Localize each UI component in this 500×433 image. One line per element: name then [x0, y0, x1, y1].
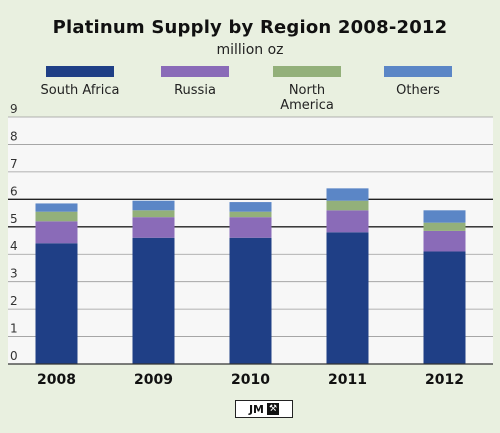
bar-segment-south-africa [35, 243, 78, 364]
legend-swatch-others [384, 66, 452, 77]
y-tick-label: 3 [10, 267, 18, 281]
bar-segment-north-america [326, 200, 369, 211]
bar-segment-others [35, 203, 78, 212]
bar-segment-russia [35, 221, 78, 244]
y-tick-label: 6 [10, 184, 18, 198]
y-tick-label: 7 [10, 157, 18, 171]
bar-segment-russia [132, 217, 175, 238]
bar-segment-south-africa [326, 232, 369, 364]
logo-text: JM [248, 402, 265, 416]
legend-item-others: Others [373, 66, 463, 98]
x-tick-label: 2011 [328, 372, 367, 388]
legend-label-south-africa: South Africa [40, 83, 120, 98]
y-tick-label: 5 [10, 212, 18, 226]
legend-label-north-america: North America [280, 83, 334, 113]
x-tick-label: 2012 [425, 372, 464, 388]
legend-swatch-russia [161, 66, 229, 77]
bar-segment-south-africa [132, 237, 175, 364]
y-tick-label: 1 [10, 322, 18, 336]
chart-title: Platinum Supply by Region 2008-2012 [52, 17, 448, 38]
legend-item-russia: Russia [150, 66, 240, 98]
bar-segment-russia [326, 210, 369, 233]
x-tick-label: 2009 [134, 372, 173, 388]
bar-segment-north-america [35, 211, 78, 222]
legend-label-russia: Russia [174, 83, 216, 98]
bar-segment-north-america [423, 222, 466, 231]
bar-segment-others [423, 210, 466, 223]
y-tick-label: 4 [10, 239, 18, 253]
legend-swatch-north-america [273, 66, 341, 77]
bar-segment-south-africa [423, 251, 466, 364]
bar-segment-others [229, 202, 272, 212]
bar-segment-russia [229, 217, 272, 238]
chart-subtitle: million oz [216, 42, 284, 58]
y-tick-label: 9 [10, 102, 18, 116]
y-tick-label: 8 [10, 129, 18, 143]
legend-swatch-south-africa [46, 66, 114, 77]
bar-segment-russia [423, 230, 466, 252]
x-tick-label: 2008 [37, 372, 76, 388]
jm-logo: JM ⚒ [235, 400, 293, 418]
y-tick-label: 0 [10, 349, 18, 363]
legend-item-south-africa: South Africa [35, 66, 125, 98]
bar-segment-south-africa [229, 237, 272, 364]
bar-segment-others [132, 200, 175, 211]
bar-segment-others [326, 188, 369, 201]
bar-segment-north-america [229, 211, 272, 218]
y-tick-label: 2 [10, 294, 18, 308]
hammers-icon: ⚒ [267, 403, 280, 415]
legend-item-north-america: North America [262, 66, 352, 113]
x-tick-label: 2010 [231, 372, 270, 388]
legend-label-others: Others [396, 83, 440, 98]
bar-segment-north-america [132, 210, 175, 218]
